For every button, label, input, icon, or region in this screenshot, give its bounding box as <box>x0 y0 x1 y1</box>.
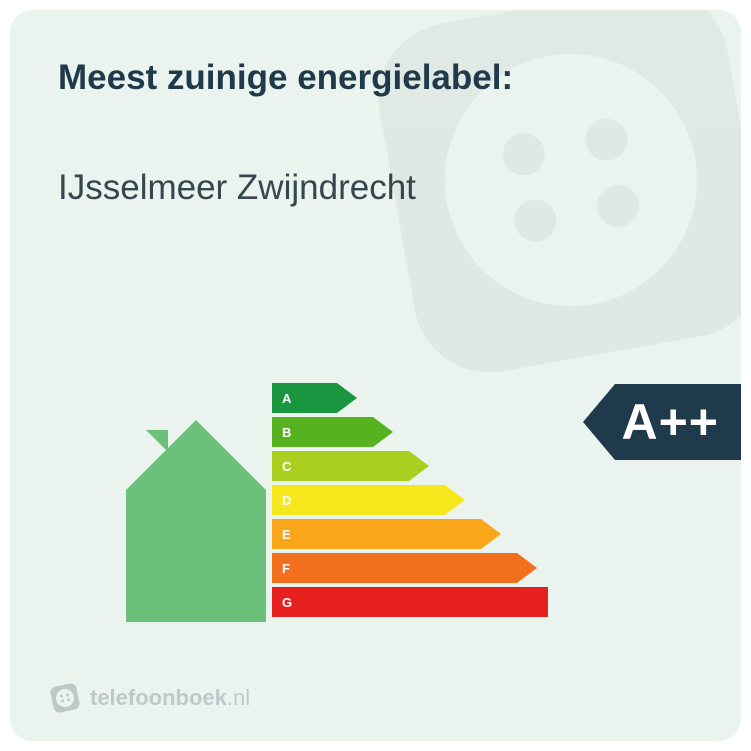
brand-text: telefoonboek.nl <box>90 685 250 711</box>
energy-bar-f <box>272 553 537 583</box>
energy-bar-label: A <box>282 391 292 406</box>
energy-bar-g <box>272 587 548 617</box>
page-title: Meest zuinige energielabel: <box>58 58 513 98</box>
energy-bar-label: F <box>282 561 290 576</box>
badge-arrow <box>583 384 615 460</box>
energy-bar-label: C <box>282 459 292 474</box>
brand-icon <box>47 680 83 716</box>
brand-name: telefoonboek <box>90 685 227 710</box>
energy-bar-label: B <box>282 425 291 440</box>
footer-brand: telefoonboek.nl <box>50 683 250 713</box>
energy-bar-label: E <box>282 527 291 542</box>
energy-bar-label: D <box>282 493 291 508</box>
energy-label-graphic: A B C D E F G <box>118 380 548 640</box>
rating-badge: A++ <box>583 384 741 460</box>
energy-bar-d <box>272 485 465 515</box>
badge-text: A++ <box>615 384 741 460</box>
energy-bar-e <box>272 519 501 549</box>
location-name: IJsselmeer Zwijndrecht <box>58 168 416 208</box>
house-icon <box>126 420 266 622</box>
energy-bar-c <box>272 451 429 481</box>
info-card: Meest zuinige energielabel: IJsselmeer Z… <box>10 10 741 741</box>
brand-tld: .nl <box>227 685 250 710</box>
energy-bar-label: G <box>282 595 292 610</box>
